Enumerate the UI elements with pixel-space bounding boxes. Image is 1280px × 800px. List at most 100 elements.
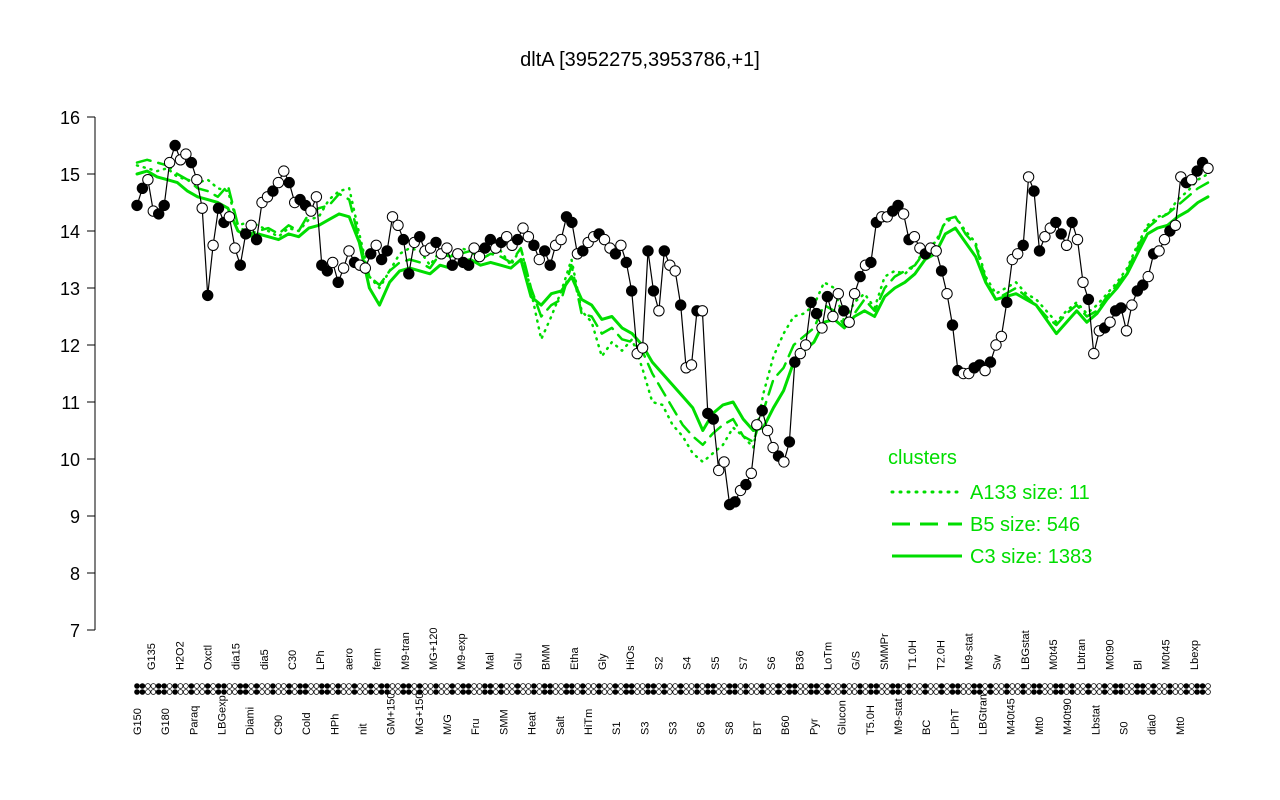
x-marker (237, 683, 244, 689)
x-marker (998, 683, 1005, 689)
x-tick-label: Paraq (188, 706, 200, 735)
x-marker (476, 689, 483, 695)
x-tick-label: ferm (372, 648, 384, 670)
x-marker (808, 689, 814, 695)
x-marker (1036, 683, 1043, 689)
x-marker (433, 689, 439, 695)
x-marker (172, 689, 178, 695)
x-marker (134, 683, 140, 689)
data-point (392, 219, 404, 232)
x-marker (324, 689, 331, 695)
x-marker (775, 689, 782, 695)
data-point (283, 176, 295, 189)
x-marker (503, 683, 510, 689)
data-point (816, 322, 828, 334)
x-marker (340, 689, 347, 695)
x-tick-label: Etha (569, 646, 581, 670)
y-tick-label: 12 (60, 336, 80, 356)
x-marker (1150, 689, 1157, 695)
x-marker (764, 689, 771, 695)
data-point (180, 148, 192, 160)
x-marker (308, 689, 314, 695)
x-marker (585, 683, 591, 689)
data-point (245, 219, 257, 232)
x-marker (743, 689, 749, 695)
data-point (153, 208, 165, 220)
data-point (636, 342, 649, 354)
data-point (223, 211, 236, 223)
x-marker (166, 689, 173, 695)
data-point (370, 239, 382, 252)
x-marker (465, 689, 472, 695)
x-marker (965, 689, 972, 695)
x-marker (1205, 689, 1211, 695)
x-tick-label: M40t90 (1062, 698, 1074, 735)
x-marker (541, 683, 548, 689)
x-marker (634, 683, 640, 689)
data-point (321, 265, 333, 277)
x-marker (302, 683, 309, 689)
x-marker (944, 683, 950, 689)
x-marker (563, 689, 570, 695)
x-tick-label: G180 (160, 708, 172, 735)
x-marker (275, 689, 282, 695)
x-marker (373, 689, 380, 695)
data-point (990, 339, 1002, 351)
x-marker (547, 683, 553, 689)
x-marker (558, 683, 564, 689)
x-marker (449, 689, 456, 695)
x-marker (906, 689, 912, 695)
x-tick-label: SMM (498, 709, 510, 735)
x-marker (384, 689, 390, 695)
x-marker (1134, 683, 1141, 689)
x-tick-label: G150 (132, 708, 144, 735)
x-marker (732, 683, 738, 689)
x-marker (661, 683, 668, 689)
data-point (1071, 233, 1084, 246)
x-marker (938, 683, 945, 689)
x-marker (1123, 689, 1130, 695)
x-marker (1003, 689, 1010, 695)
x-marker (770, 689, 776, 695)
x-marker (210, 689, 216, 695)
x-marker (1091, 683, 1097, 689)
x-marker (264, 683, 271, 689)
x-marker (949, 683, 956, 689)
data-point (185, 156, 198, 169)
data-point (930, 245, 942, 257)
x-marker (851, 683, 858, 689)
x-marker (639, 689, 646, 695)
x-marker (237, 689, 244, 695)
x-marker (313, 683, 320, 689)
x-marker (335, 683, 342, 689)
x-marker (987, 683, 994, 689)
x-marker (270, 683, 276, 689)
x-marker (618, 689, 624, 695)
data-point (827, 310, 839, 323)
x-marker (221, 689, 227, 695)
data-point (696, 305, 709, 317)
x-marker (1183, 683, 1190, 689)
x-marker (1140, 683, 1146, 689)
x-marker (1058, 689, 1064, 695)
data-point (1120, 325, 1133, 337)
x-marker (346, 689, 352, 695)
x-marker (438, 689, 445, 695)
x-tick-label: Salt (555, 716, 567, 735)
x-marker (1161, 689, 1168, 695)
x-marker (204, 689, 211, 695)
x-marker (411, 689, 418, 695)
data-point (1033, 245, 1046, 257)
x-marker (1129, 689, 1135, 695)
x-marker (917, 689, 923, 695)
x-marker (139, 689, 146, 695)
x-marker (590, 683, 597, 689)
data-point (337, 262, 350, 274)
x-marker (454, 689, 461, 695)
x-marker (487, 683, 494, 689)
data-point (1137, 279, 1149, 291)
data-point (1169, 219, 1182, 232)
x-tick-label: Mt0 (1175, 717, 1187, 735)
x-marker (634, 689, 640, 695)
x-marker (1014, 683, 1021, 689)
